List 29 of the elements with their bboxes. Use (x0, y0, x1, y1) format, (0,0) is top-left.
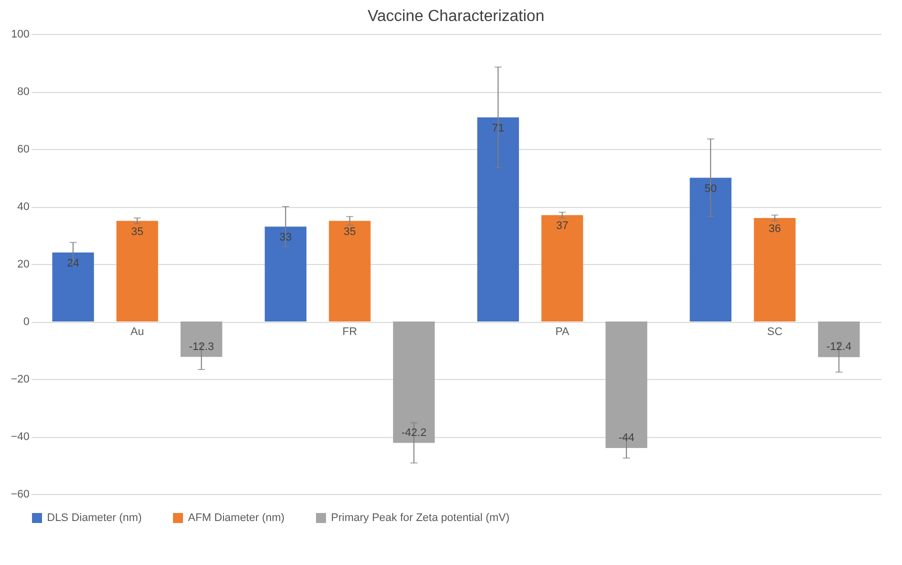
data-label: 36 (768, 223, 781, 235)
legend-label: DLS Diameter (nm) (47, 512, 142, 524)
x-tick-label: SC (767, 326, 782, 338)
data-label: 24 (66, 258, 80, 270)
y-tick-label: −40 (10, 431, 30, 443)
y-tick-label: 20 (17, 258, 30, 270)
data-label: -44 (618, 432, 634, 444)
x-tick-label: FR (342, 326, 358, 338)
legend-label: AFM Diameter (nm) (188, 512, 285, 524)
data-label: 50 (704, 182, 717, 195)
legend-label: Primary Peak for Zeta potential (mV) (331, 512, 510, 524)
data-label: 35 (131, 226, 144, 238)
x-tick-label: PA (555, 326, 570, 338)
data-label: 33 (279, 232, 292, 244)
chart-title: Vaccine Characterization (368, 8, 544, 25)
x-tick-label: Au (130, 326, 144, 338)
data-label: 71 (492, 122, 504, 134)
data-label: -12.3 (188, 340, 214, 353)
y-tick-label: 60 (17, 144, 30, 156)
data-label: 37 (556, 220, 568, 232)
y-tick-label: −60 (10, 488, 30, 500)
data-label: 35 (344, 226, 356, 238)
y-tick-label: 0 (23, 316, 30, 328)
y-tick-label: −20 (10, 374, 30, 386)
y-tick-label: 100 (11, 28, 30, 40)
y-tick-label: 40 (17, 201, 30, 213)
data-label: -42.2 (401, 426, 426, 439)
y-tick-label: 80 (17, 86, 30, 98)
data-label: -12.4 (826, 341, 852, 354)
